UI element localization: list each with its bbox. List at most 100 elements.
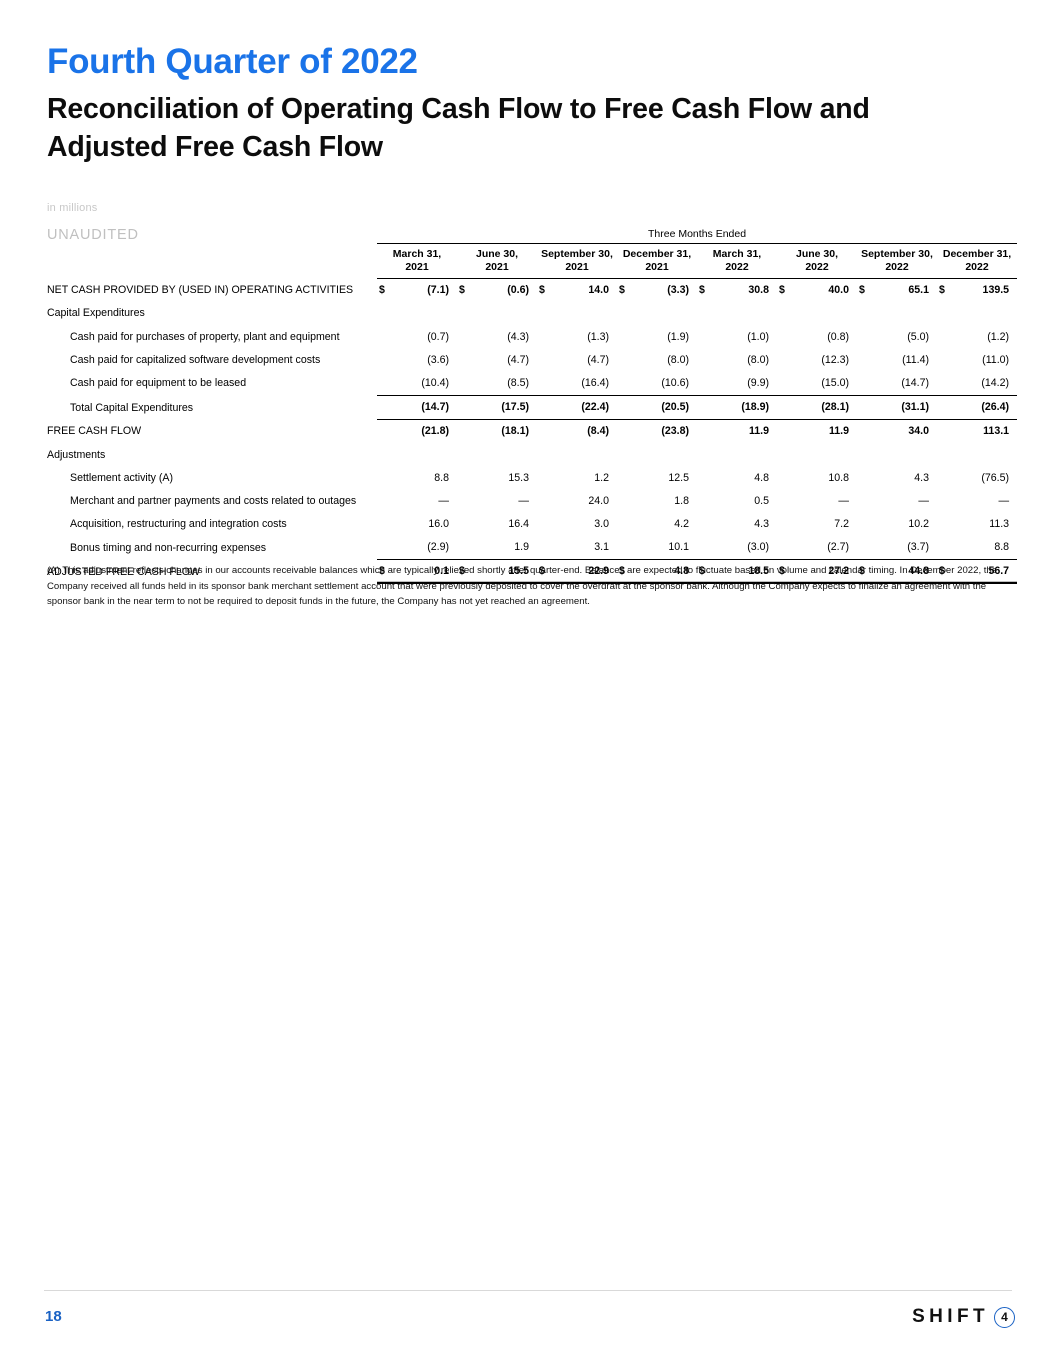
data-cell <box>875 302 937 325</box>
currency-symbol: $ <box>459 284 465 297</box>
data-cell: 12.5 <box>668 471 689 484</box>
data-cell: (4.3) <box>507 330 529 343</box>
data-cell: 4.2 <box>674 518 689 531</box>
currency-symbol <box>537 443 555 466</box>
row-label: Settlement activity (A) <box>70 471 174 484</box>
currency-symbol <box>377 325 395 348</box>
data-cell: (8.4) <box>555 418 617 443</box>
data-cell: 0.5 <box>754 494 769 507</box>
col-header-2022-q1: March 31, 2022 <box>697 243 777 279</box>
data-cell: (4.7) <box>587 353 609 366</box>
data-cell: (31.1) <box>875 394 937 420</box>
data-cell: (18.1) <box>475 418 537 443</box>
currency-symbol <box>457 443 475 466</box>
data-cell: 44.8 <box>875 558 937 585</box>
currency-symbol <box>697 302 715 325</box>
currency-symbol <box>377 489 395 512</box>
data-cell: (9.9) <box>747 376 769 389</box>
page-header: Fourth Quarter of 2022 Reconciliation of… <box>47 44 1007 167</box>
currency-symbol <box>857 512 875 535</box>
data-cell: 139.5 <box>982 284 1010 297</box>
currency-symbol <box>537 466 555 489</box>
cash-flow-reconciliation-table: Three Months Ended March 31, 2021 June 30… <box>47 228 1018 585</box>
col-header-2021-q2: June 30, 2021 <box>457 243 537 279</box>
currency-symbol <box>377 302 395 325</box>
currency-symbol: $ <box>859 284 865 297</box>
currency-symbol <box>777 371 795 395</box>
table-row: Cash paid for purchases of property, pla… <box>47 325 1017 348</box>
currency-symbol: $ <box>377 558 395 585</box>
data-cell: (1.0) <box>747 330 769 343</box>
table-row: Capital Expenditures <box>47 302 1017 325</box>
currency-symbol <box>937 394 955 420</box>
data-cell: — <box>998 494 1010 507</box>
data-cell: 11.9 <box>795 418 857 443</box>
currency-symbol <box>857 466 875 489</box>
data-cell: 15.5 <box>475 558 537 585</box>
currency-symbol <box>697 325 715 348</box>
row-label: Bonus timing and non-recurring expenses <box>70 541 267 554</box>
currency-symbol: $ <box>457 558 475 585</box>
data-cell: — <box>838 494 849 507</box>
currency-symbol <box>857 302 875 325</box>
data-cell: 1.8 <box>674 494 689 507</box>
financial-table-container: Three Months Ended March 31, 2021 June 30… <box>47 228 1018 585</box>
data-cell: 7.2 <box>834 518 849 531</box>
data-cell: (3.0) <box>747 541 769 554</box>
data-cell: — <box>518 494 529 507</box>
row-label: Adjustments <box>47 448 106 461</box>
data-cell: (22.4) <box>555 394 617 420</box>
data-cell: (0.7) <box>427 330 449 343</box>
footnote-a: (A) This adjustment reflects changes in … <box>47 565 998 608</box>
data-cell: (11.0) <box>982 353 1010 366</box>
currency-symbol: $ <box>779 284 785 297</box>
data-cell: (8.0) <box>747 353 769 366</box>
data-cell: (76.5) <box>981 471 1010 484</box>
table-row: Cash paid for equipment to be leased (10.… <box>47 371 1017 395</box>
currency-symbol <box>697 371 715 395</box>
currency-symbol <box>937 371 955 395</box>
data-cell: 22.9 <box>555 558 617 585</box>
data-cell: (18.9) <box>715 394 777 420</box>
currency-symbol <box>377 348 395 371</box>
data-cell: 11.3 <box>989 518 1010 531</box>
data-cell: (14.7) <box>395 394 457 420</box>
currency-symbol <box>537 348 555 371</box>
currency-symbol <box>457 302 475 325</box>
currency-symbol <box>777 302 795 325</box>
data-cell <box>555 302 617 325</box>
currency-symbol: $ <box>617 558 635 585</box>
data-cell: 113.1 <box>955 418 1018 443</box>
brand-wordmark: SHIFT <box>912 1306 989 1327</box>
data-cell: (28.1) <box>795 394 857 420</box>
currency-symbol <box>537 536 555 560</box>
data-cell: (3.7) <box>907 541 929 554</box>
currency-symbol <box>377 371 395 395</box>
data-cell: (0.8) <box>827 330 849 343</box>
brand-numeral-four-icon: 4 <box>994 1306 1015 1328</box>
row-label: ADJUSTED FREE CASH FLOW <box>47 565 201 578</box>
data-cell: 4.3 <box>754 518 769 531</box>
currency-symbol <box>377 394 395 420</box>
currency-symbol <box>697 489 715 512</box>
currency-symbol <box>937 536 955 560</box>
currency-symbol <box>857 371 875 395</box>
page-title: Reconciliation of Operating Cash Flow to… <box>47 93 870 163</box>
group-header-three-months-ended: Three Months Ended <box>377 228 1018 244</box>
table-row: Settlement activity (A) 8.8 15.3 1.2 12.5 4.8… <box>47 466 1017 489</box>
currency-symbol: $ <box>379 284 385 297</box>
data-cell: 10.8 <box>828 471 849 484</box>
currency-symbol <box>537 325 555 348</box>
page-kicker: Fourth Quarter of 2022 <box>47 42 418 81</box>
data-cell: 15.3 <box>508 471 529 484</box>
currency-symbol <box>617 418 635 443</box>
data-cell: (14.2) <box>981 376 1010 389</box>
data-cell: (15.0) <box>821 376 849 389</box>
table-row: Bonus timing and non-recurring expenses (… <box>47 536 1017 560</box>
data-cell: 4.3 <box>914 471 929 484</box>
currency-symbol <box>697 466 715 489</box>
table-row: ADJUSTED FREE CASH FLOW $0.1 $15.5 $22.9 $4.… <box>47 558 1018 585</box>
data-cell <box>475 302 537 325</box>
data-cell: — <box>438 494 449 507</box>
data-cell: 4.8 <box>754 471 769 484</box>
